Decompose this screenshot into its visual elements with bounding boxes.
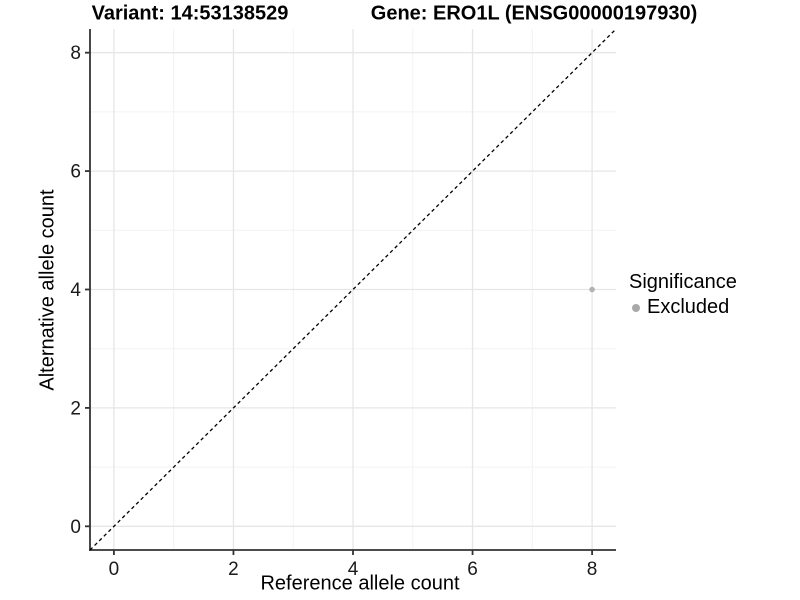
plot-title-gene: Gene: ERO1L (ENSG00000197930): [370, 2, 698, 25]
y-tick-label: 4: [70, 280, 81, 301]
x-tick-label: 2: [228, 559, 239, 580]
x-axis-title: Reference allele count: [260, 572, 460, 595]
x-tick-label: 8: [587, 559, 598, 580]
data-point: [589, 286, 595, 293]
plot-title-variant: Variant: 14:53138529: [91, 2, 289, 25]
legend-title: Significance: [629, 271, 737, 293]
y-tick-label: 2: [70, 398, 81, 419]
excluded-dot-icon: [632, 303, 640, 312]
y-tick-label: 8: [70, 43, 81, 64]
legend-item-excluded: Excluded: [629, 296, 737, 319]
y-tick-label: 0: [70, 517, 81, 538]
y-tick-label: 6: [70, 162, 81, 183]
legend: Significance Excluded: [629, 271, 737, 319]
legend-item-label: Excluded: [647, 296, 730, 318]
y-axis-title: Alternative allele count: [36, 189, 59, 391]
x-tick-label: 0: [109, 559, 120, 580]
x-tick-label: 4: [348, 559, 359, 580]
x-tick-label: 6: [467, 559, 478, 580]
